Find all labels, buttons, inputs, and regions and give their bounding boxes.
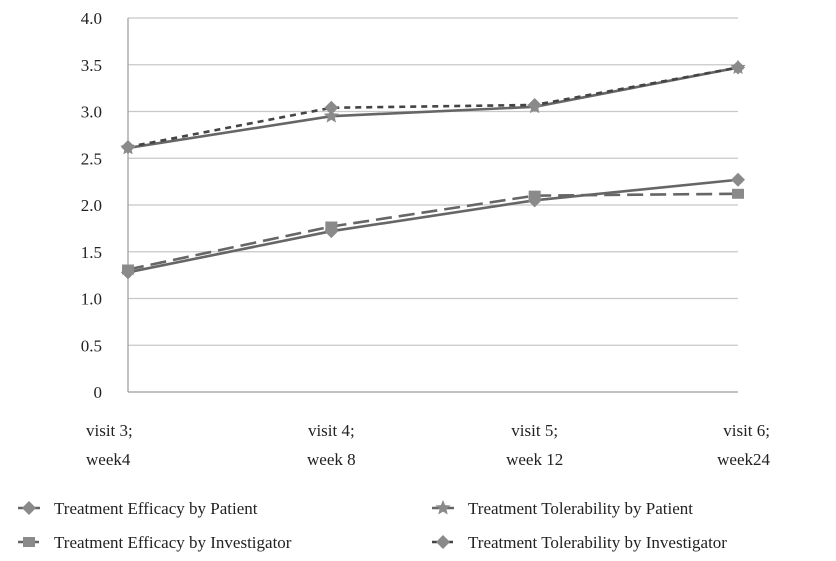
series-line bbox=[127, 178, 739, 274]
data-point bbox=[324, 100, 339, 115]
legend-label: Treatment Efficacy by Investigator bbox=[54, 533, 292, 552]
x-tick-label: week24 bbox=[717, 450, 770, 469]
y-tick-label: 4.0 bbox=[81, 9, 102, 28]
legend: Treatment Efficacy by Patient Treatment E… bbox=[18, 499, 727, 552]
x-axis: visit 3; week4 visit 4; week 8 visit 5; week … bbox=[86, 421, 770, 469]
legend-item-3: Treatment Tolerability by Patient bbox=[432, 499, 693, 518]
series-line bbox=[127, 66, 739, 150]
series-line bbox=[127, 66, 739, 149]
data-point bbox=[528, 190, 541, 201]
y-axis: 0 0.5 1.0 1.5 2.0 2.5 3.0 3.5 4.0 bbox=[81, 9, 129, 402]
legend-marker bbox=[436, 535, 450, 549]
x-tick-label: visit 4; bbox=[308, 421, 355, 440]
y-tick-label: 1.0 bbox=[81, 290, 102, 309]
data-point bbox=[325, 221, 338, 232]
series-lines bbox=[120, 59, 746, 280]
series-line bbox=[127, 192, 739, 271]
legend-label: Treatment Tolerability by Patient bbox=[468, 499, 693, 518]
y-tick-label: 0.5 bbox=[81, 336, 102, 355]
data-point bbox=[527, 97, 542, 112]
x-tick-label: week4 bbox=[86, 450, 131, 469]
x-tick-label: visit 5; bbox=[511, 421, 558, 440]
series-1 bbox=[121, 172, 745, 280]
y-tick-label: 2.5 bbox=[81, 149, 102, 168]
x-tick-label: week 8 bbox=[307, 450, 356, 469]
data-point bbox=[732, 188, 744, 199]
legend-marker bbox=[23, 537, 35, 547]
x-tick-label: week 12 bbox=[506, 450, 563, 469]
legend-item-4: Treatment Tolerability by Investigator bbox=[432, 533, 727, 552]
legend-marker bbox=[435, 500, 451, 515]
series-2 bbox=[122, 188, 744, 275]
x-tick-label: visit 3; bbox=[86, 421, 133, 440]
legend-item-2: Treatment Efficacy by Investigator bbox=[18, 533, 292, 552]
y-tick-label: 3.5 bbox=[81, 56, 102, 75]
data-point bbox=[121, 140, 135, 155]
legend-item-1: Treatment Efficacy by Patient bbox=[18, 499, 258, 518]
legend-marker bbox=[22, 501, 36, 515]
y-tick-label: 0 bbox=[94, 383, 103, 402]
legend-label: Treatment Tolerability by Investigator bbox=[468, 533, 727, 552]
grid-lines bbox=[128, 17, 738, 393]
y-tick-label: 1.5 bbox=[81, 243, 102, 262]
x-tick-label: visit 6; bbox=[723, 421, 770, 440]
series-4 bbox=[121, 60, 745, 155]
data-point bbox=[731, 172, 745, 187]
data-point bbox=[731, 60, 745, 75]
y-tick-label: 2.0 bbox=[81, 196, 102, 215]
legend-label: Treatment Efficacy by Patient bbox=[54, 499, 258, 518]
data-point bbox=[323, 108, 339, 123]
data-point bbox=[122, 264, 134, 275]
y-tick-label: 3.0 bbox=[81, 103, 102, 122]
